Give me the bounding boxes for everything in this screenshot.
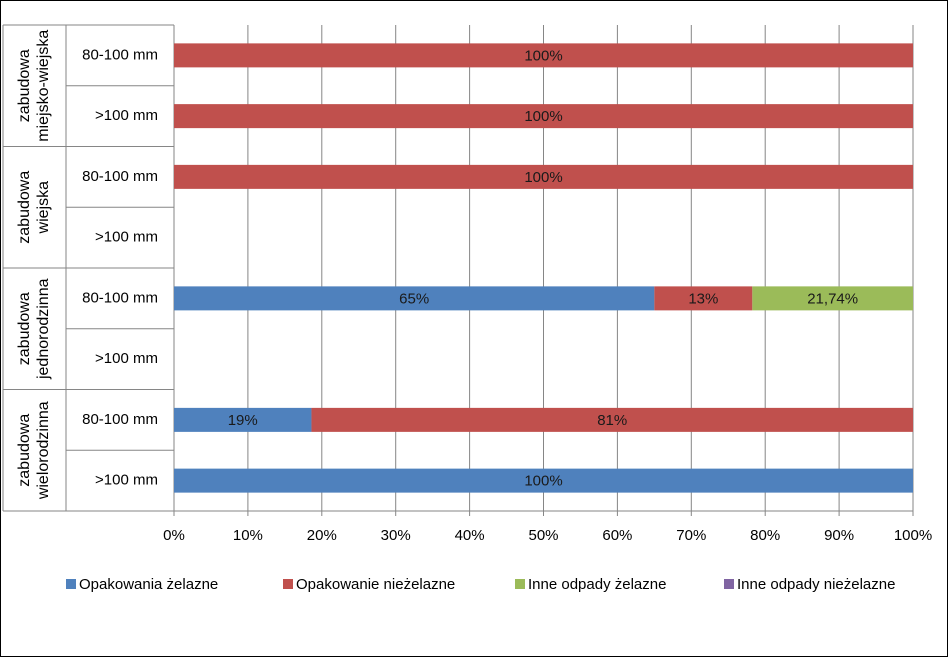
y-tick-label: 80-100 mm [82, 289, 158, 306]
legend-label: Inne odpady żelazne [528, 576, 666, 593]
legend-marker [283, 579, 293, 589]
group-label: zabudowa [16, 49, 33, 122]
data-label: 100% [524, 473, 562, 490]
legend-label: Opakowania żelazne [79, 576, 218, 593]
x-tick-label: 70% [676, 527, 706, 544]
bar-segment [311, 407, 914, 432]
bar-segment [174, 164, 913, 189]
data-label: 100% [524, 169, 562, 186]
bar-segment [174, 407, 312, 432]
data-label: 19% [228, 412, 258, 429]
legend-marker [724, 579, 734, 589]
y-tick-label: >100 mm [95, 472, 158, 489]
bar-segment [654, 286, 753, 311]
data-label: 13% [688, 290, 718, 307]
legend-marker [515, 579, 525, 589]
y-tick-label: >100 mm [95, 350, 158, 367]
x-tick-label: 0% [163, 527, 185, 544]
y-tick-label: 80-100 mm [82, 411, 158, 428]
bar-segment [174, 43, 913, 68]
x-tick-label: 100% [894, 527, 932, 544]
y-tick-label: >100 mm [95, 107, 158, 124]
y-tick-label: 80-100 mm [82, 168, 158, 185]
x-tick-label: 90% [824, 527, 854, 544]
group-label: zabudowa [16, 171, 33, 244]
legend-label: Opakowanie nieżelazne [296, 576, 455, 593]
legend-label: Inne odpady nieżelazne [737, 576, 895, 593]
group-label: wielorodzinna [35, 401, 52, 500]
bar-segment [752, 286, 913, 311]
data-label: 81% [597, 412, 627, 429]
group-label: zabudowa [16, 292, 33, 365]
group-label: zabudowa [16, 414, 33, 487]
legend-marker [66, 579, 76, 589]
data-label: 100% [524, 47, 562, 64]
bar-segment [174, 468, 913, 493]
bar-segment [174, 104, 913, 129]
group-label: miejsko-wiejska [35, 30, 52, 142]
x-tick-label: 20% [307, 527, 337, 544]
y-tick-label: 80-100 mm [82, 46, 158, 63]
data-label: 65% [399, 290, 429, 307]
data-label: 100% [524, 108, 562, 125]
x-tick-label: 30% [381, 527, 411, 544]
x-tick-label: 10% [233, 527, 263, 544]
y-tick-label: >100 mm [95, 229, 158, 246]
group-label: wiejska [35, 181, 52, 235]
x-tick-label: 60% [602, 527, 632, 544]
bar-segment [174, 286, 655, 311]
data-label: 21,74% [807, 290, 858, 307]
x-tick-label: 80% [750, 527, 780, 544]
x-tick-label: 40% [455, 527, 485, 544]
group-label: jednorodzinna [35, 278, 52, 380]
x-tick-label: 50% [528, 527, 558, 544]
